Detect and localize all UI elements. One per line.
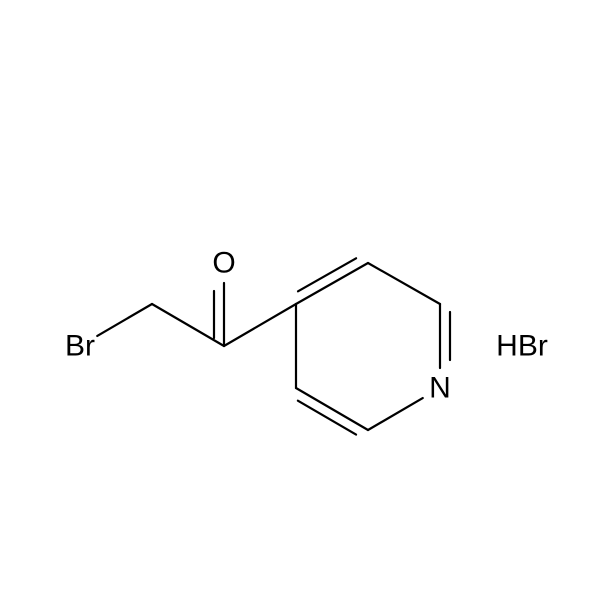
bond [296, 258, 368, 304]
bond [97, 304, 152, 336]
bond [368, 398, 423, 430]
bond [368, 263, 440, 304]
free-labels-layer: HBr [496, 330, 548, 363]
atom-label-n: N [429, 372, 451, 405]
bond [214, 283, 224, 346]
bond [440, 304, 450, 368]
atom-label-o: O [212, 247, 235, 280]
bond [296, 388, 368, 435]
atom-label-br: Br [65, 330, 95, 363]
bonds-layer [97, 258, 450, 434]
bond [224, 304, 296, 346]
molecule-diagram: Br O N HBr [0, 0, 600, 600]
counterion-label: HBr [496, 330, 548, 363]
